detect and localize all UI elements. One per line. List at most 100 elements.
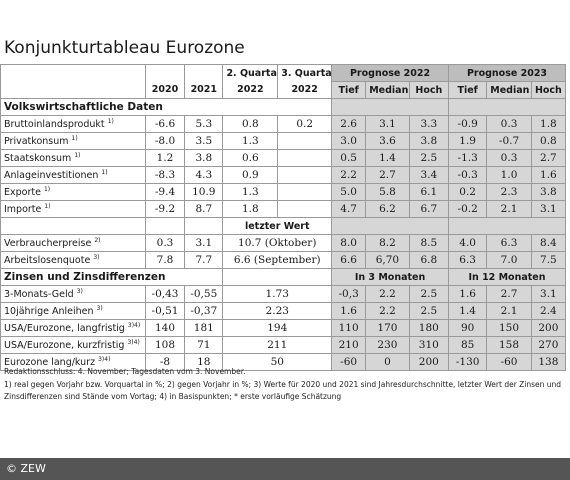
table-cell: -0,43 — [144, 285, 186, 303]
section-letzter-wert: letzter Wert — [222, 217, 333, 235]
table-cell: -6.6 — [144, 115, 186, 133]
table-cell: 4.7 — [331, 200, 367, 218]
table-cell: 1.3 — [222, 183, 279, 201]
table-cell: 8.5 — [408, 234, 450, 252]
table-cell: 108 — [144, 336, 186, 354]
table-cell: 0.5 — [331, 149, 367, 167]
table-row: Verbraucherpreise 2) 0.3 3.1 10.7 (Oktober)… — [0, 234, 567, 252]
table-cell: 2.3 — [486, 183, 532, 201]
table-cell: 1.4 — [365, 149, 410, 167]
table-cell: 158 — [486, 336, 532, 354]
table-cell — [277, 183, 333, 201]
table-cell: 0.3 — [144, 234, 186, 252]
table-cell: 7.7 — [184, 251, 224, 269]
table-cell: 2.5 — [408, 302, 450, 320]
table-cell: 2.7 — [486, 285, 532, 303]
header-hoch-2022: Hoch — [408, 81, 450, 99]
table-cell — [277, 200, 333, 218]
table-cell: 110 — [331, 319, 367, 337]
section-zinsen: Zinsen und Zinsdifferenzen — [0, 268, 224, 286]
table-row: Staatskonsum 1) 1.2 3.8 0.6 0.5 1.4 2.5 -1.3 0.3… — [0, 149, 567, 167]
table-cell: 3.5 — [184, 132, 224, 150]
footnote-marker: 3) — [76, 287, 83, 295]
row-label-text: Importe — [4, 204, 42, 216]
table-row: Importe 1) -9.2 8.7 1.8 4.7 6.2 6.7 -0.2 2.1 3.1 — [0, 200, 567, 218]
section-volkswirtschaft: Volkswirtschaftliche Daten — [0, 98, 278, 116]
row-label: Staatskonsum 1) — [0, 149, 146, 167]
table-cell: 7.8 — [144, 251, 186, 269]
footnote-marker: 1) — [107, 117, 114, 125]
row-label: USA/Eurozone, langfristig 3)4) — [0, 319, 146, 337]
table-cell: 8.2 — [365, 234, 410, 252]
table-cell: 10.9 — [184, 183, 224, 201]
table-cell: 6.7 — [408, 200, 450, 218]
footnote-line-3: Zinsdifferenzen sind Stände vom Vortag; … — [4, 392, 342, 401]
table-cell: 170 — [365, 319, 410, 337]
table-cell: 1.4 — [447, 302, 488, 320]
row-label: 3-Monats-Geld 3) — [0, 285, 146, 303]
footnote-line-2: 1) real gegen Vorjahr bzw. Vorquartal in… — [4, 379, 562, 389]
table-cell: 5.0 — [331, 183, 367, 201]
table-cell: 6.6 — [331, 251, 367, 269]
economic-table: 2. Quartal 3. Quartal Prognose 2022 Prog… — [0, 64, 570, 371]
table-cell: 1.9 — [447, 132, 488, 150]
table-cell: 1.0 — [486, 166, 532, 184]
header-median-2023: Median — [486, 81, 532, 99]
table-cell: 1.6 — [530, 166, 567, 184]
table-cell: 2.1 — [486, 302, 532, 320]
table-cell: 310 — [408, 336, 450, 354]
table-cell: 6.3 — [486, 234, 532, 252]
row-label-text: Privatkonsum — [4, 136, 69, 148]
copyright-footer: © ZEW — [0, 458, 570, 480]
row-label: Exporte 1) — [0, 183, 146, 201]
table-cell: -8 — [144, 353, 186, 371]
header-median-2022: Median — [365, 81, 410, 99]
table-cell: -0,51 — [144, 302, 186, 320]
footnote-marker: 3)4) — [98, 355, 111, 363]
table-cell: 1.2 — [144, 149, 186, 167]
table-cell: -0.7 — [486, 132, 532, 150]
table-cell: 6.6 (September) — [222, 251, 333, 269]
row-label-text: Staatskonsum — [4, 153, 72, 165]
table-cell: -8.3 — [144, 166, 186, 184]
table-cell: -0.9 — [447, 115, 488, 133]
row-label: Arbeitslosenquote 3) — [0, 251, 146, 269]
table-cell: -0,37 — [184, 302, 224, 320]
row-label-text: Exporte — [4, 187, 41, 199]
header-year-2020: 2020 — [144, 81, 186, 99]
footnote-marker: 1) — [44, 202, 51, 210]
table-cell: 230 — [365, 336, 410, 354]
table-cell: 71 — [184, 336, 224, 354]
table-cell: 3.0 — [331, 132, 367, 150]
footnote-marker: 3) — [96, 304, 103, 312]
table-cell: 2.2 — [365, 285, 410, 303]
table-cell: 3.8 — [184, 149, 224, 167]
page-title: Konjunkturtableau Eurozone — [4, 38, 245, 58]
footnotes: Redaktionsschluss: 4. November; Tagesdat… — [4, 366, 564, 404]
header-year-2021: 2021 — [184, 81, 224, 99]
header-quartal-q3: 3. Quartal — [277, 64, 333, 82]
table-cell — [277, 166, 333, 184]
table-row: Eurozone lang/kurz 3)4) -8 18 50 -60 0 200 -130… — [0, 353, 567, 371]
table-cell: 50 — [222, 353, 333, 371]
table-cell: 1.6 — [447, 285, 488, 303]
section-in-12-monaten: In 12 Monaten — [448, 268, 566, 286]
table-cell: 0.2 — [447, 183, 488, 201]
table-cell: 3.6 — [365, 132, 410, 150]
table-cell: 0.2 — [277, 115, 333, 133]
row-label: Privatkonsum 1) — [0, 132, 146, 150]
row-label: 10jährige Anleihen 3) — [0, 302, 146, 320]
table-row: Bruttoinlandsprodukt 1) -6.6 5.3 0.8 0.2 2.6 3… — [0, 115, 567, 133]
table-cell: -8.0 — [144, 132, 186, 150]
table-cell: 1.8 — [530, 115, 567, 133]
table-cell: 4.3 — [184, 166, 224, 184]
table-cell: -9.2 — [144, 200, 186, 218]
table-cell: 7.5 — [530, 251, 567, 269]
row-label-text: 10jährige Anleihen — [4, 306, 94, 318]
table-cell: 140 — [144, 319, 186, 337]
table-cell: 0.8 — [530, 132, 567, 150]
header-prognose-2023: Prognose 2023 — [448, 64, 566, 82]
table-cell: 2.2 — [365, 302, 410, 320]
table-cell: 3.1 — [530, 200, 567, 218]
table-cell: 138 — [530, 353, 567, 371]
